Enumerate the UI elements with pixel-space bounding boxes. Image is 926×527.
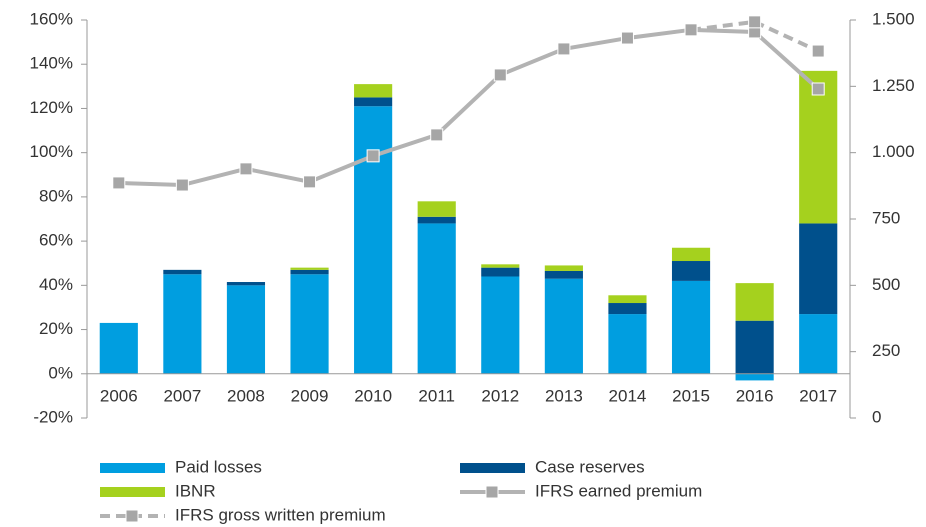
line-marker xyxy=(493,68,507,82)
x-tick-label: 2007 xyxy=(163,386,201,405)
bar xyxy=(99,322,138,374)
y2-tick-label: 0 xyxy=(872,407,881,426)
line-marker xyxy=(557,42,571,56)
bar xyxy=(290,267,329,270)
y-tick-label: 160% xyxy=(30,9,73,28)
y-tick-label: 80% xyxy=(39,186,73,205)
x-tick-label: 2006 xyxy=(100,386,138,405)
x-tick-label: 2013 xyxy=(545,386,583,405)
bar xyxy=(481,267,520,277)
y-tick-label: 20% xyxy=(39,319,73,338)
y2-tick-label: 1.500 xyxy=(872,9,915,28)
y-tick-label: -20% xyxy=(33,407,73,426)
legend-label: IFRS earned premium xyxy=(535,481,702,500)
bar xyxy=(799,314,838,374)
line xyxy=(118,27,820,188)
bar xyxy=(481,264,520,268)
legend-marker xyxy=(485,485,499,499)
bar xyxy=(354,97,393,107)
line-marker xyxy=(620,31,634,45)
line-marker xyxy=(366,149,380,163)
y2-tick-label: 500 xyxy=(872,275,900,294)
x-tick-label: 2015 xyxy=(672,386,710,405)
bar xyxy=(608,295,647,304)
bar xyxy=(544,278,583,374)
bar xyxy=(290,269,329,275)
legend-label: Case reserves xyxy=(535,457,645,476)
line-marker xyxy=(430,128,444,142)
legend-swatch xyxy=(460,463,525,473)
bar xyxy=(608,303,647,315)
y-tick-label: 60% xyxy=(39,231,73,250)
x-tick-label: 2010 xyxy=(354,386,392,405)
bar xyxy=(417,216,456,224)
bar xyxy=(417,201,456,217)
legend-swatch xyxy=(100,463,165,473)
legend-label: IBNR xyxy=(175,481,216,500)
bar xyxy=(735,283,774,321)
y-tick-label: 40% xyxy=(39,275,73,294)
bar xyxy=(290,274,329,374)
x-tick-label: 2014 xyxy=(609,386,647,405)
x-tick-label: 2012 xyxy=(481,386,519,405)
bar xyxy=(544,265,583,271)
bar xyxy=(608,314,647,374)
y-tick-label: 120% xyxy=(30,98,73,117)
bar xyxy=(354,84,393,98)
legend-marker xyxy=(125,509,139,523)
bar xyxy=(735,373,774,381)
bar xyxy=(671,261,711,281)
x-tick-label: 2011 xyxy=(418,386,455,405)
bar xyxy=(163,269,202,275)
line-marker xyxy=(811,82,825,96)
y-tick-label: 0% xyxy=(48,363,73,382)
bar xyxy=(799,70,838,224)
line-marker xyxy=(811,44,825,58)
bar xyxy=(163,274,202,374)
y2-tick-label: 750 xyxy=(872,208,900,227)
x-tick-label: 2016 xyxy=(736,386,774,405)
line-marker xyxy=(303,175,317,189)
x-tick-label: 2009 xyxy=(291,386,329,405)
bar xyxy=(226,285,266,374)
x-tick-label: 2008 xyxy=(227,386,265,405)
line-marker xyxy=(684,23,698,37)
bar xyxy=(226,282,266,286)
bar xyxy=(544,270,583,279)
bar xyxy=(735,320,774,374)
line-marker xyxy=(748,15,762,29)
legend-label: Paid losses xyxy=(175,457,262,476)
bar xyxy=(481,276,520,374)
legend-swatch xyxy=(100,487,165,497)
y-tick-label: 140% xyxy=(30,54,73,73)
y2-tick-label: 250 xyxy=(872,341,900,360)
bar xyxy=(671,280,711,374)
x-tick-label: 2017 xyxy=(799,386,837,405)
bar xyxy=(799,223,838,315)
line-marker xyxy=(239,162,253,176)
bar xyxy=(671,247,711,262)
y2-tick-label: 1.250 xyxy=(872,76,915,95)
bar xyxy=(417,223,456,374)
bar xyxy=(354,106,393,374)
line-marker xyxy=(175,178,189,192)
legend-label: IFRS gross written premium xyxy=(175,505,386,524)
line-marker xyxy=(112,176,126,190)
y-tick-label: 100% xyxy=(30,142,73,161)
y2-tick-label: 1.000 xyxy=(872,142,915,161)
